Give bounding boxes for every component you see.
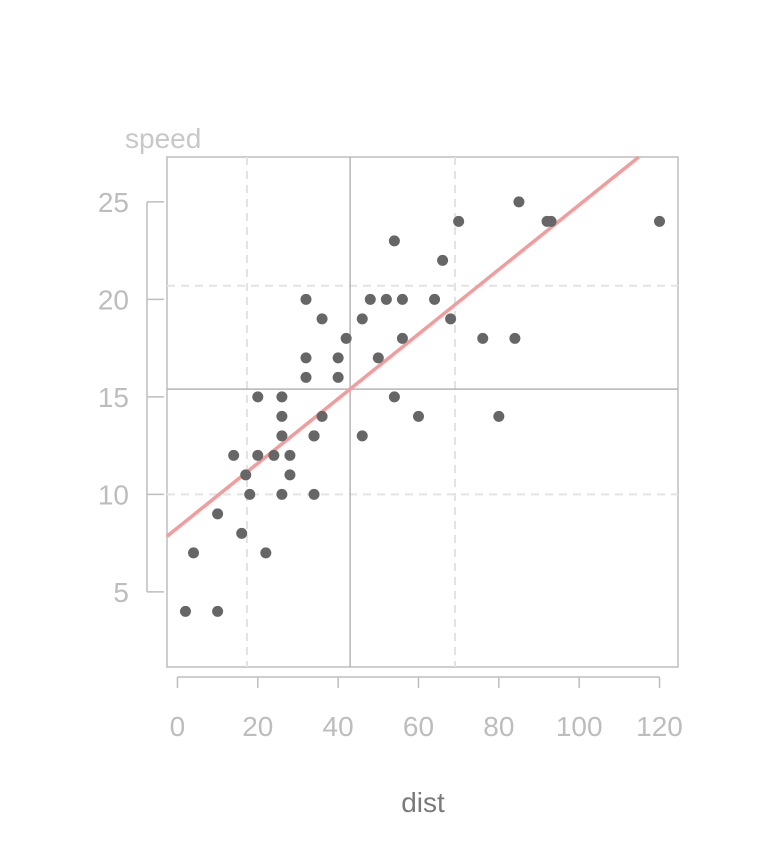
data-point — [236, 527, 248, 539]
data-point — [429, 293, 441, 305]
x-tick-label: 40 — [323, 711, 354, 742]
data-point — [300, 352, 312, 364]
data-point — [332, 371, 344, 383]
data-point — [212, 508, 224, 520]
grid-layer — [167, 157, 678, 667]
data-point — [252, 449, 264, 461]
y-tick-label: 15 — [98, 382, 129, 413]
data-point — [276, 488, 288, 500]
data-point — [388, 235, 400, 247]
x-tick-label: 20 — [242, 711, 273, 742]
data-point — [260, 547, 272, 559]
y-tick-label: 5 — [113, 577, 129, 608]
data-point — [179, 605, 191, 617]
data-point — [412, 410, 424, 422]
data-point — [545, 215, 557, 227]
x-tick-label: 100 — [556, 711, 603, 742]
data-point — [445, 313, 457, 325]
points-layer — [179, 196, 666, 617]
data-point — [356, 430, 368, 442]
data-point — [372, 352, 384, 364]
data-point — [509, 332, 521, 344]
data-point — [212, 605, 224, 617]
data-point — [332, 352, 344, 364]
y-tick-label: 20 — [98, 284, 129, 315]
x-axis-title: dist — [401, 787, 445, 818]
y-tick-label: 10 — [98, 479, 129, 510]
data-point — [437, 254, 449, 266]
x-tick-label: 0 — [170, 711, 186, 742]
data-point — [276, 410, 288, 422]
data-point — [240, 469, 252, 481]
y-axis-title: speed — [125, 123, 201, 154]
y-tick-label: 25 — [98, 187, 129, 218]
x-tick-label: 120 — [636, 711, 683, 742]
data-point — [276, 430, 288, 442]
axis-layer: 0 20 40 60 80 100 120 5 10 15 20 25 — [98, 187, 683, 742]
data-point — [388, 391, 400, 403]
data-point — [654, 215, 666, 227]
data-point — [513, 196, 525, 208]
data-point — [284, 449, 296, 461]
data-point — [364, 293, 376, 305]
data-point — [300, 371, 312, 383]
data-point — [380, 293, 392, 305]
data-point — [300, 293, 312, 305]
x-tick-label: 80 — [483, 711, 514, 742]
data-point — [477, 332, 489, 344]
plot-frame — [166, 156, 679, 668]
x-tick-label: 60 — [403, 711, 434, 742]
data-point — [493, 410, 505, 422]
data-point — [316, 410, 328, 422]
data-point — [228, 449, 240, 461]
data-point — [356, 313, 368, 325]
data-point — [284, 469, 296, 481]
data-point — [453, 215, 465, 227]
data-point — [396, 293, 408, 305]
data-point — [244, 488, 256, 500]
data-point — [316, 313, 328, 325]
data-point — [188, 547, 200, 559]
data-point — [268, 449, 280, 461]
data-point — [396, 332, 408, 344]
data-point — [308, 488, 320, 500]
data-point — [308, 430, 320, 442]
data-point — [252, 391, 264, 403]
data-point — [340, 332, 352, 344]
data-point — [276, 391, 288, 403]
regression-layer — [165, 155, 640, 538]
regression-line — [165, 155, 640, 538]
